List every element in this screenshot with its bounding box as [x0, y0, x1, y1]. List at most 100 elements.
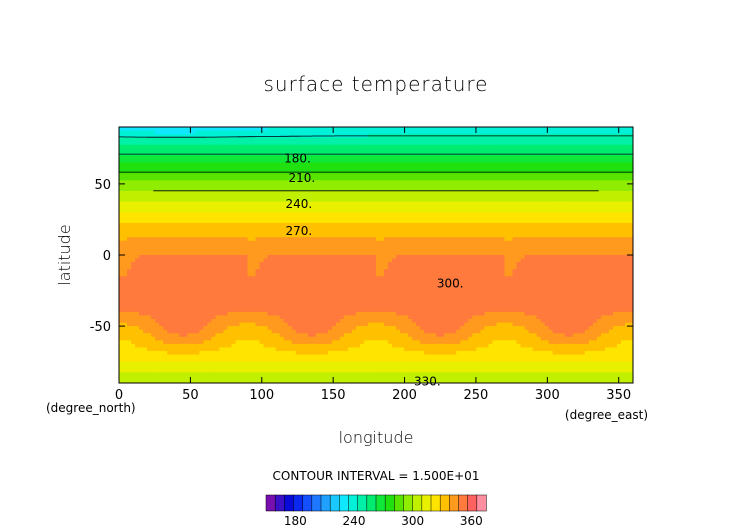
field-cell: [215, 148, 220, 153]
field-cell: [259, 173, 265, 178]
field-cell: [315, 141, 321, 146]
field-cell: [159, 194, 164, 199]
field-cell: [560, 219, 566, 224]
field-cell: [179, 166, 184, 171]
field-cell: [359, 205, 365, 210]
field-cell: [279, 240, 285, 245]
field-cell: [127, 155, 132, 160]
field-cell: [183, 166, 188, 171]
field-cell: [628, 180, 633, 185]
field-cell: [327, 262, 333, 267]
field-cell: [339, 162, 345, 167]
field-cell: [524, 191, 530, 196]
field-cell: [331, 230, 337, 235]
field-cell: [596, 162, 602, 167]
field-cell: [371, 180, 377, 185]
field-cell: [135, 208, 140, 213]
field-cell: [171, 187, 176, 192]
field-cell: [251, 240, 257, 245]
field-cell: [428, 148, 433, 153]
field-cell: [440, 144, 445, 149]
field-cell: [287, 237, 293, 242]
field-cell: [167, 183, 172, 189]
field-cell: [396, 237, 401, 242]
field-cell: [396, 201, 401, 206]
field-cell: [464, 201, 469, 206]
field-cell: [500, 208, 506, 213]
field-cell: [239, 148, 245, 153]
field-cell: [231, 183, 237, 189]
field-cell: [464, 141, 469, 146]
field-cell: [596, 159, 602, 164]
field-cell: [376, 251, 381, 256]
field-cell: [327, 215, 333, 221]
field-cell: [476, 255, 482, 260]
field-cell: [187, 240, 192, 245]
field-cell: [307, 194, 313, 199]
field-cell: [239, 191, 245, 196]
field-cell: [295, 244, 301, 249]
field-cell: [339, 180, 345, 185]
field-cell: [596, 137, 602, 142]
field-cell: [572, 251, 578, 256]
field-cell: [303, 198, 309, 203]
field-cell: [600, 255, 606, 260]
field-cell: [576, 127, 582, 132]
field-cell: [159, 141, 164, 146]
field-cell: [524, 244, 530, 249]
field-cell: [440, 137, 445, 142]
field-cell: [592, 198, 598, 203]
field-cell: [363, 183, 369, 189]
field-cell: [119, 194, 124, 199]
field-cell: [500, 166, 506, 171]
field-cell: [436, 155, 441, 160]
field-cell: [520, 183, 526, 189]
field-cell: [432, 166, 437, 171]
field-cell: [251, 176, 257, 181]
field-cell: [592, 187, 598, 192]
field-cell: [163, 237, 168, 242]
field-cell: [404, 162, 409, 167]
field-cell: [283, 226, 289, 231]
field-cell: [335, 215, 341, 221]
field-cell: [480, 201, 486, 206]
field-cell: [404, 180, 409, 185]
field-cell: [392, 183, 397, 189]
field-cell: [355, 187, 361, 192]
field-cell: [335, 244, 341, 249]
field-cell: [512, 233, 518, 238]
field-cell: [448, 244, 453, 249]
field-cell: [536, 237, 542, 242]
field-cell: [247, 130, 253, 135]
field-cell: [211, 212, 216, 217]
field-cell: [388, 247, 393, 253]
field-cell: [215, 223, 220, 228]
field-cell: [167, 205, 172, 210]
field-cell: [155, 194, 160, 199]
field-cell: [436, 198, 441, 203]
field-cell: [620, 144, 626, 149]
field-cell: [123, 226, 128, 231]
field-cell: [339, 137, 345, 142]
field-cell: [123, 176, 128, 181]
field-cell: [448, 258, 453, 263]
field-cell: [347, 240, 353, 245]
field-cell: [508, 223, 514, 228]
field-cell: [203, 137, 208, 142]
field-cell: [624, 144, 630, 149]
field-cell: [500, 180, 506, 185]
field-cell: [584, 173, 590, 178]
field-cell: [472, 247, 477, 253]
field-cell: [424, 159, 429, 164]
field-cell: [283, 148, 289, 153]
field-cell: [420, 205, 425, 210]
field-cell: [504, 244, 510, 249]
field-cell: [311, 215, 317, 221]
field-cell: [412, 162, 417, 167]
field-cell: [416, 155, 421, 160]
field-cell: [255, 137, 261, 142]
field-cell: [468, 251, 473, 256]
field-cell: [315, 187, 321, 192]
field-cell: [363, 215, 369, 221]
field-cell: [343, 240, 349, 245]
